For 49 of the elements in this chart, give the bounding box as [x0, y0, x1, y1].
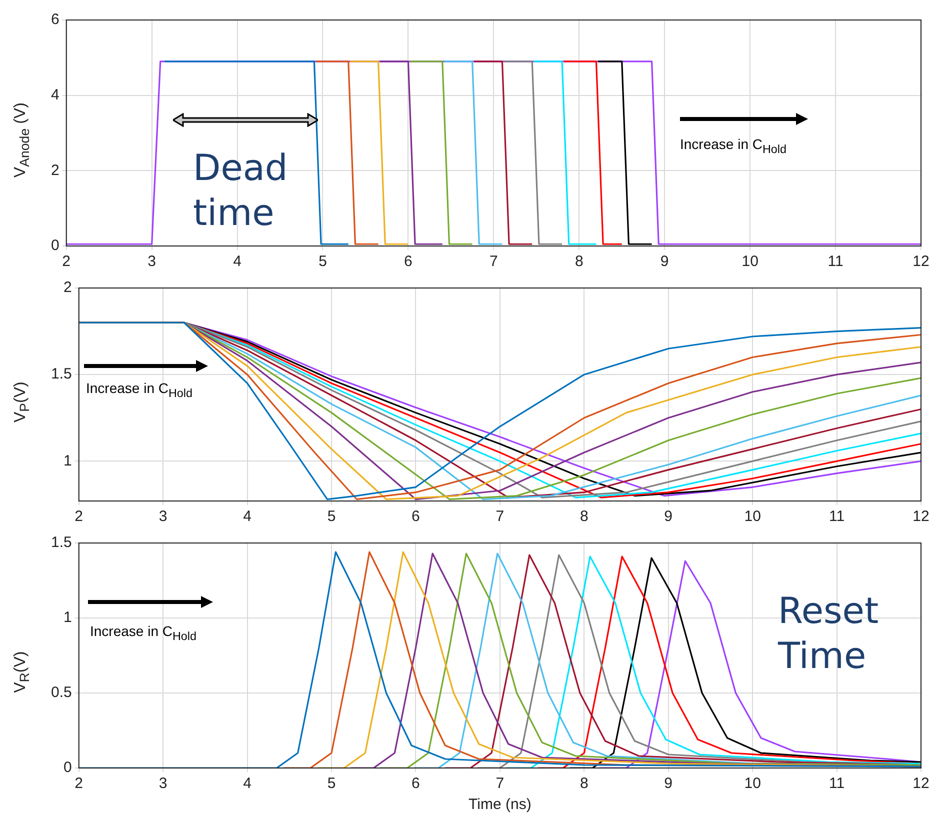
annotation: Increase in C$_{Hold}$ — [86, 380, 194, 402]
x-tick-label: 5 — [327, 775, 336, 792]
annotation: Reset Time — [778, 590, 880, 679]
x-tick-label: 10 — [744, 775, 761, 792]
x-tick-label: 3 — [148, 253, 156, 270]
x-tick-label: 10 — [744, 508, 761, 526]
y-tick-label: 0.5 — [50, 684, 72, 702]
y-tick-label: 4 — [51, 86, 60, 104]
x-tick-label: 4 — [243, 775, 252, 792]
x-tick-label: 6 — [404, 253, 412, 270]
x-tick-label: 3 — [158, 508, 168, 526]
x-tick-label: 5 — [318, 253, 327, 270]
x-axis-title: Time (ns) — [468, 796, 532, 814]
y-tick-label: 6 — [51, 11, 60, 28]
x-tick-label: 9 — [660, 253, 669, 270]
x-tick-label: 12 — [912, 775, 930, 792]
y-tick-label: 2 — [64, 279, 72, 296]
annotation: Dead time — [193, 147, 289, 236]
y-tick-label: 2 — [51, 162, 60, 179]
x-tick-label: 11 — [828, 775, 845, 792]
y-tick-label: 0 — [64, 759, 72, 776]
x-tick-label: 4 — [233, 253, 242, 270]
x-tick-label: 9 — [664, 775, 673, 792]
x-tick-label: 11 — [828, 508, 845, 526]
x-tick-label: 11 — [828, 253, 844, 270]
y-tick-label: 1.5 — [50, 534, 72, 552]
annotation: Increase in C$_{Hold}$ — [90, 623, 198, 644]
x-tick-label: 6 — [412, 508, 420, 526]
annotation: Increase in C$_{Hold}$ — [680, 136, 788, 158]
x-tick-label: 5 — [327, 508, 336, 526]
x-tick-label: 2 — [74, 775, 84, 792]
x-tick-label: 9 — [664, 508, 673, 526]
x-tick-label: 2 — [74, 508, 84, 526]
x-tick-label: 12 — [912, 253, 930, 270]
x-tick-label: 7 — [490, 253, 498, 270]
x-tick-label: 6 — [412, 775, 420, 792]
x-tick-label: 3 — [158, 775, 168, 792]
x-tick-label: 8 — [580, 508, 588, 526]
x-tick-label: 10 — [742, 253, 758, 270]
x-tick-label: 7 — [496, 775, 504, 792]
x-tick-label: 8 — [574, 253, 584, 270]
y-tick-label: 1.5 — [50, 366, 72, 383]
x-tick-label: 7 — [496, 508, 504, 526]
x-tick-label: 4 — [243, 508, 252, 526]
y-tick-label: 0 — [51, 237, 60, 254]
x-tick-label: 12 — [912, 508, 930, 526]
x-tick-label: 8 — [580, 775, 588, 792]
y-tick-label: 1 — [64, 452, 72, 470]
y-tick-label: 1 — [64, 609, 72, 626]
